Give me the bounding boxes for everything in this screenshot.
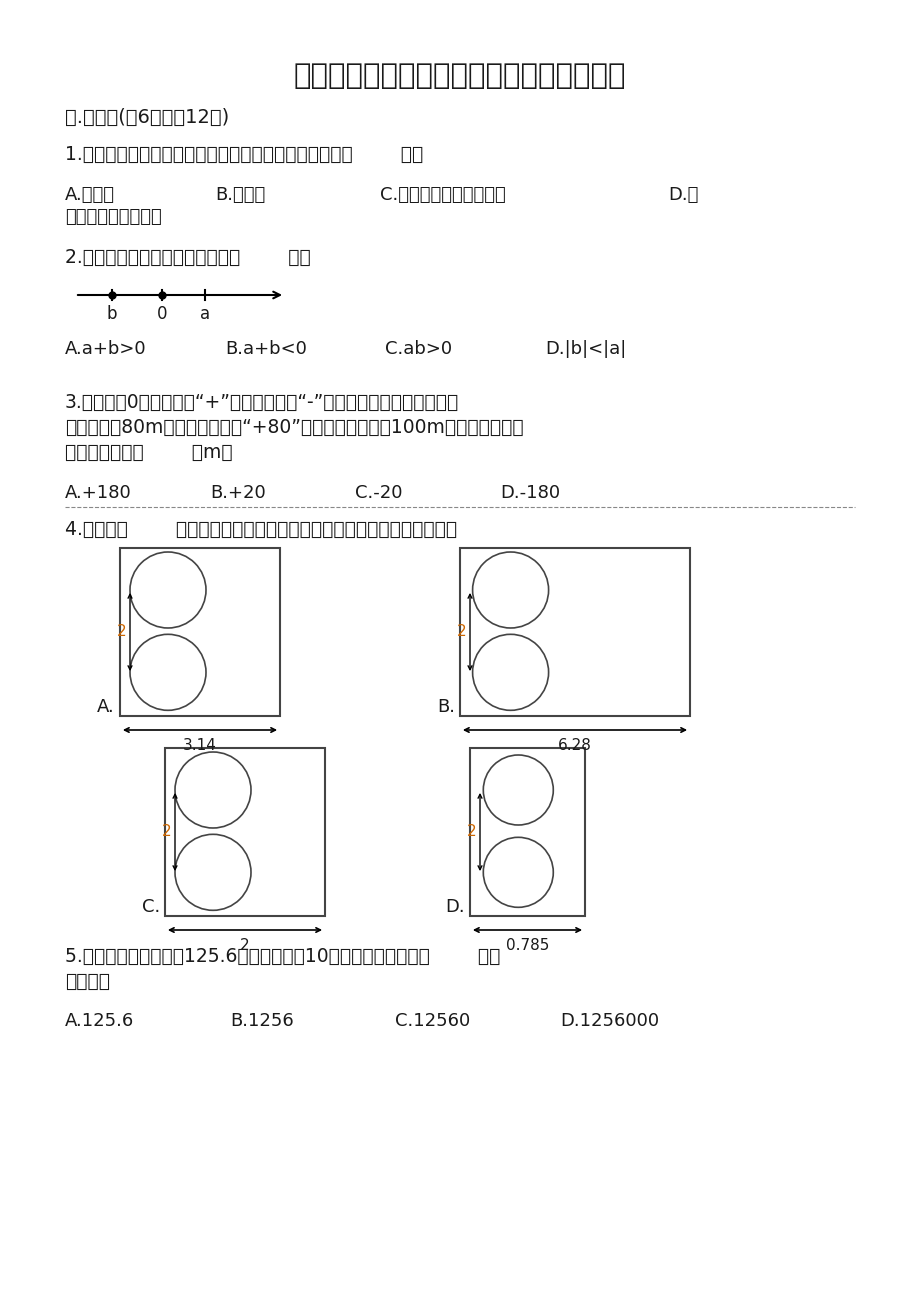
- Text: 2: 2: [162, 824, 172, 840]
- Text: 0: 0: [156, 305, 167, 323]
- Text: 3.14: 3.14: [183, 738, 217, 753]
- Text: 发先向东行80m，他的位置记作“+80”；然后折回向西行100m，此时快递员叔: 发先向东行80m，他的位置记作“+80”；然后折回向西行100m，此时快递员叔: [65, 418, 523, 437]
- Circle shape: [175, 835, 251, 910]
- Text: B.a+b<0: B.a+b<0: [225, 340, 307, 358]
- Text: D.: D.: [445, 898, 464, 917]
- Text: 5.一个圆柱的侧面积是125.6平方米，高是10分米，它的体积是（        ）立: 5.一个圆柱的侧面积是125.6平方米，高是10分米，它的体积是（ ）立: [65, 947, 500, 966]
- Text: 0.785: 0.785: [505, 937, 549, 953]
- Text: B.都没变: B.都没变: [215, 186, 265, 204]
- Text: C.ab>0: C.ab>0: [384, 340, 451, 358]
- Text: 2.如图所示，下列判断正确的是（        ）。: 2.如图所示，下列判断正确的是（ ）。: [65, 247, 311, 267]
- Bar: [460, 548, 689, 716]
- Text: D.-180: D.-180: [499, 484, 560, 503]
- Text: 2: 2: [118, 625, 127, 639]
- Text: 积没变，表面积变了: 积没变，表面积变了: [65, 208, 162, 227]
- Bar: [119, 548, 279, 716]
- Text: B.: B.: [437, 698, 455, 716]
- Text: D.|b|<|a|: D.|b|<|a|: [544, 340, 626, 358]
- Text: 方分米。: 方分米。: [65, 973, 110, 991]
- Bar: [165, 749, 324, 917]
- Circle shape: [482, 755, 552, 825]
- Text: 1.把一个圆柱切拼成一个近似的长方体，体积与表面积（        ）。: 1.把一个圆柱切拼成一个近似的长方体，体积与表面积（ ）。: [65, 145, 423, 164]
- Text: 一.选择题(兲6题，內12分): 一.选择题(兲6题，內12分): [65, 108, 229, 128]
- Text: A.: A.: [97, 698, 115, 716]
- Circle shape: [130, 634, 206, 711]
- Text: D.1256000: D.1256000: [560, 1012, 658, 1030]
- Text: 6.28: 6.28: [558, 738, 591, 753]
- Text: b: b: [107, 305, 117, 323]
- Text: C.12560: C.12560: [394, 1012, 470, 1030]
- Circle shape: [472, 552, 548, 628]
- Text: B.+20: B.+20: [210, 484, 266, 503]
- Text: a: a: [199, 305, 210, 323]
- Text: 冀教版数学六年级下册期末综合素养提升题: 冀教版数学六年级下册期末综合素养提升题: [293, 62, 626, 90]
- Text: 4.下面图（        ）恰好可以围成圆柱体。（接头忽略不计，单位：厘米）: 4.下面图（ ）恰好可以围成圆柱体。（接头忽略不计，单位：厘米）: [65, 519, 457, 539]
- Bar: [470, 749, 584, 917]
- Text: A.125.6: A.125.6: [65, 1012, 134, 1030]
- Text: B.1256: B.1256: [230, 1012, 293, 1030]
- Text: A.+180: A.+180: [65, 484, 131, 503]
- Text: C.体积变了，表面积没变: C.体积变了，表面积没变: [380, 186, 505, 204]
- Text: A.a+b>0: A.a+b>0: [65, 340, 146, 358]
- Text: 2: 2: [240, 937, 250, 953]
- Text: C.-20: C.-20: [355, 484, 403, 503]
- Text: D.体: D.体: [667, 186, 698, 204]
- Circle shape: [130, 552, 206, 628]
- Circle shape: [472, 634, 548, 711]
- Text: 2: 2: [457, 625, 467, 639]
- Circle shape: [482, 837, 552, 907]
- Text: A.都变了: A.都变了: [65, 186, 115, 204]
- Circle shape: [175, 753, 251, 828]
- Text: C.: C.: [142, 898, 160, 917]
- Text: 3.以公园为0点，向东用“+”表示，向西用“-”表示。快递员叔叔从公园出: 3.以公园为0点，向东用“+”表示，向西用“-”表示。快递员叔叔从公园出: [65, 393, 459, 411]
- Text: 叔的位置记作（        ）m。: 叔的位置记作（ ）m。: [65, 443, 233, 462]
- Text: 2: 2: [467, 824, 476, 840]
